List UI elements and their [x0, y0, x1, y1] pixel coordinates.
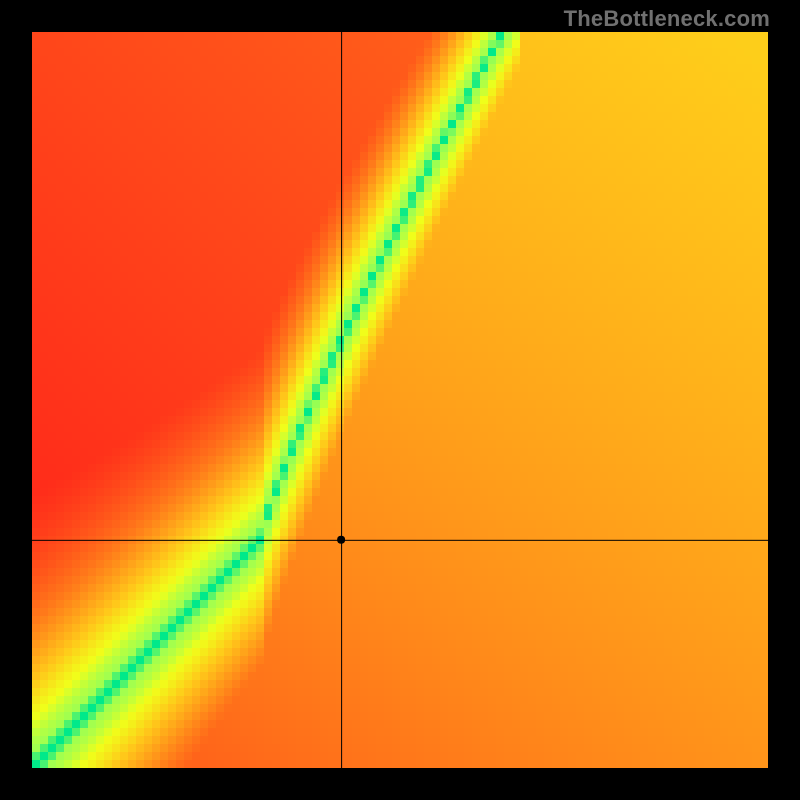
- heatmap-canvas: [32, 32, 768, 768]
- chart-container: TheBottleneck.com: [0, 0, 800, 800]
- watermark-label: TheBottleneck.com: [564, 6, 770, 32]
